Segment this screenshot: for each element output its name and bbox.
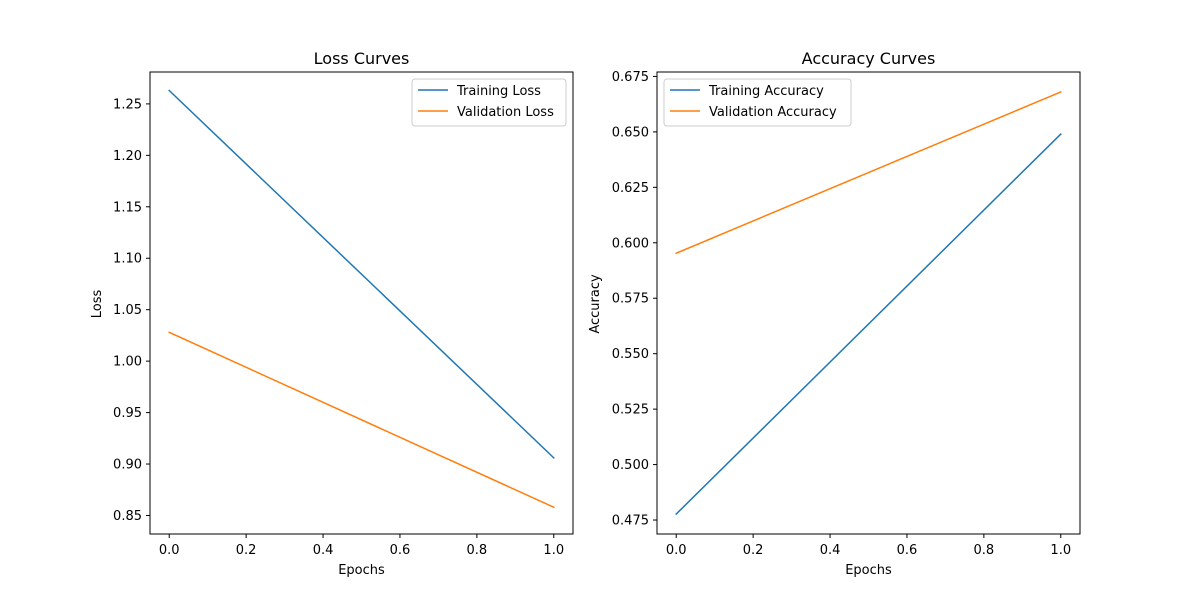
loss-x-axis-label: Epochs — [338, 563, 385, 578]
loss-axes-frame — [149, 71, 574, 535]
loss-x-tick-label: 0.0 — [159, 543, 180, 558]
loss-legend-label-training: Training Loss — [456, 84, 541, 99]
accuracy-series-line-training — [675, 133, 1062, 516]
loss-legend-box — [411, 78, 567, 127]
accuracy-legend-label-training: Training Accuracy — [708, 84, 824, 99]
accuracy-x-tick-label: 0.8 — [974, 543, 995, 558]
accuracy-legend: Training Accuracy Validation Accuracy — [663, 78, 852, 127]
accuracy-y-tick-label: 0.550 — [612, 347, 649, 362]
accuracy-plot-area: 0.0 0.2 0.4 0.6 0.8 1.0 0.475 0.500 0.525 0.550 0.… — [612, 70, 1081, 558]
loss-chart-title: Loss Curves — [314, 49, 410, 68]
loss-series-line-validation — [168, 331, 555, 509]
loss-x-tick-label: 0.4 — [313, 543, 334, 558]
loss-y-tick-label: 0.90 — [113, 458, 142, 473]
accuracy-y-axis-label: Accuracy — [588, 274, 603, 334]
loss-legend-label-validation: Validation Loss — [457, 105, 554, 120]
accuracy-x-tick-label: 1.0 — [1050, 543, 1071, 558]
loss-legend: Training Loss Validation Loss — [411, 78, 567, 127]
accuracy-panel: Accuracy Curves Epochs Accuracy 0.0 0.2 0.… — [588, 49, 1081, 578]
accuracy-y-tick-label: 0.575 — [612, 292, 649, 307]
accuracy-legend-label-validation: Validation Accuracy — [709, 105, 837, 120]
loss-x-tick-label: 0.6 — [390, 543, 411, 558]
loss-y-tick-label: 1.05 — [113, 303, 142, 318]
loss-y-tick-label: 1.20 — [113, 149, 142, 164]
accuracy-x-tick-label: 0.0 — [666, 543, 687, 558]
loss-y-axis-label: Loss — [90, 290, 105, 319]
accuracy-y-tick-label: 0.600 — [612, 236, 649, 251]
accuracy-x-tick-label: 0.2 — [743, 543, 764, 558]
loss-y-tick-label: 1.00 — [113, 355, 142, 370]
accuracy-x-tick-label: 0.4 — [820, 543, 841, 558]
accuracy-y-tick-label: 0.650 — [612, 125, 649, 140]
accuracy-series-line-validation — [675, 90, 1062, 255]
loss-y-tick-label: 1.10 — [113, 252, 142, 267]
loss-panel: Loss Curves Epochs Loss 0.0 0.2 0.4 0.6 0.8 1… — [90, 49, 574, 578]
loss-y-tick-label: 1.25 — [113, 97, 142, 112]
accuracy-x-tick-label: 0.6 — [897, 543, 918, 558]
accuracy-y-tick-label: 0.500 — [612, 458, 649, 473]
loss-y-tick-label: 0.95 — [113, 406, 142, 421]
loss-x-tick-label: 0.8 — [467, 543, 488, 558]
loss-plot-area: 0.0 0.2 0.4 0.6 0.8 1.0 0.85 0.90 0.95 1.00 1.05 1.… — [113, 71, 574, 558]
accuracy-y-tick-label: 0.675 — [612, 70, 649, 85]
accuracy-x-axis-label: Epochs — [845, 563, 892, 578]
accuracy-y-tick-label: 0.475 — [612, 514, 649, 529]
accuracy-legend-box — [663, 78, 852, 127]
loss-series-line-training — [168, 89, 555, 459]
loss-x-tick-label: 1.0 — [543, 543, 564, 558]
loss-x-tick-label: 0.2 — [236, 543, 257, 558]
accuracy-y-tick-label: 0.525 — [612, 403, 649, 418]
loss-y-tick-label: 0.85 — [113, 509, 142, 524]
accuracy-chart-title: Accuracy Curves — [802, 49, 936, 68]
accuracy-y-tick-label: 0.625 — [612, 181, 649, 196]
loss-y-tick-label: 1.15 — [113, 200, 142, 215]
accuracy-axes-frame — [656, 71, 1081, 535]
